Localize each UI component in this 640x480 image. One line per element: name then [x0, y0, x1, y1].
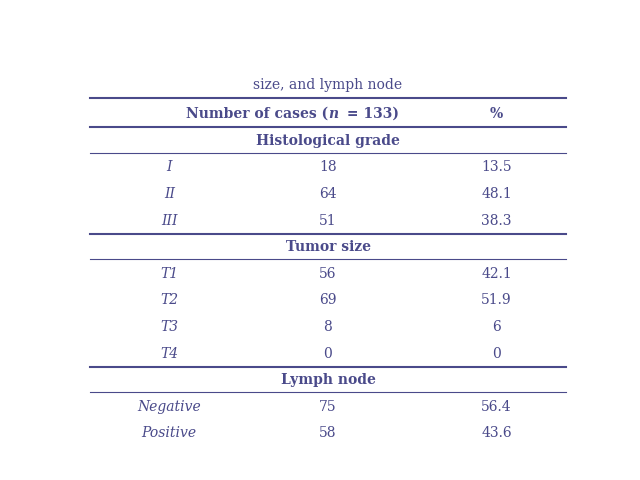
Text: Number of cases (: Number of cases (	[186, 107, 328, 120]
Text: 8: 8	[324, 320, 332, 334]
Text: Lymph node: Lymph node	[280, 373, 376, 387]
Text: 48.1: 48.1	[481, 187, 512, 201]
Text: Negative: Negative	[138, 400, 201, 414]
Text: Histological grade: Histological grade	[256, 134, 400, 148]
Text: = 133): = 133)	[342, 107, 399, 120]
Text: T4: T4	[160, 347, 179, 360]
Text: 43.6: 43.6	[481, 427, 512, 441]
Text: 18: 18	[319, 160, 337, 174]
Text: 58: 58	[319, 427, 337, 441]
Text: %: %	[490, 107, 503, 120]
Text: Positive: Positive	[141, 427, 197, 441]
Text: n: n	[328, 107, 338, 120]
Text: 0: 0	[324, 347, 332, 360]
Text: 13.5: 13.5	[481, 160, 512, 174]
Text: 75: 75	[319, 400, 337, 414]
Text: T2: T2	[160, 293, 179, 307]
Text: 42.1: 42.1	[481, 267, 512, 281]
Text: T1: T1	[160, 267, 179, 281]
Text: 51: 51	[319, 214, 337, 228]
Text: 0: 0	[492, 347, 501, 360]
Text: T3: T3	[160, 320, 179, 334]
Text: III: III	[161, 214, 177, 228]
Text: 6: 6	[492, 320, 501, 334]
Text: size, and lymph node: size, and lymph node	[253, 78, 403, 92]
Text: 38.3: 38.3	[481, 214, 512, 228]
Text: Tumor size: Tumor size	[285, 240, 371, 254]
Text: 69: 69	[319, 293, 337, 307]
Text: II: II	[164, 187, 175, 201]
Text: 56.4: 56.4	[481, 400, 512, 414]
Text: 56: 56	[319, 267, 337, 281]
Text: 64: 64	[319, 187, 337, 201]
Text: 51.9: 51.9	[481, 293, 512, 307]
Text: I: I	[166, 160, 172, 174]
